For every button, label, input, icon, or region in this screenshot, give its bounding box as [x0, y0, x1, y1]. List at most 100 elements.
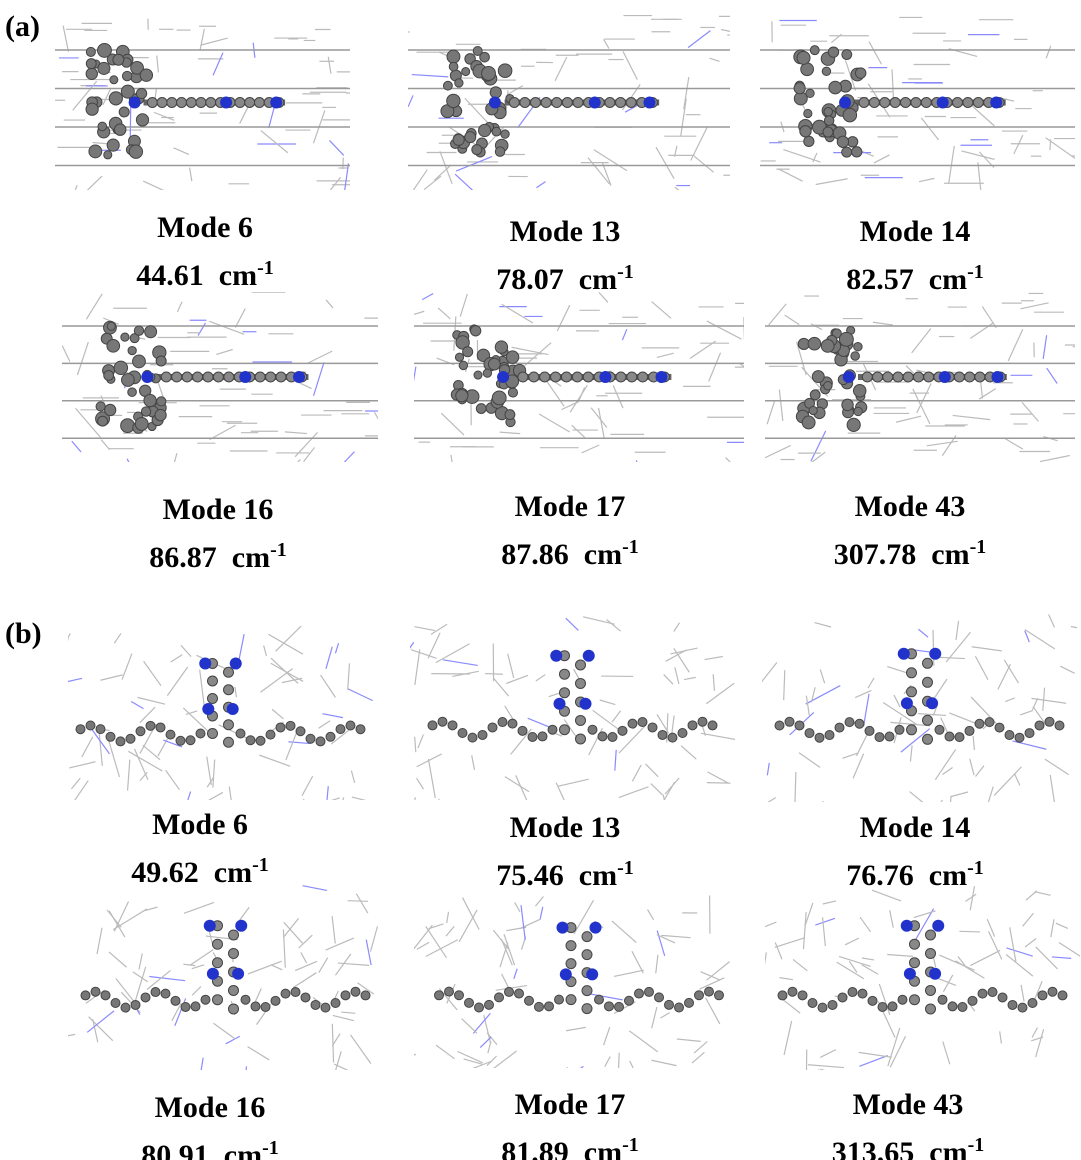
- mode-label: Mode 14: [765, 212, 1065, 252]
- atom: [136, 114, 148, 126]
- atom: [525, 996, 534, 1005]
- lattice-bond: [332, 916, 335, 943]
- atom: [628, 719, 637, 728]
- atom: [529, 372, 539, 382]
- lattice-bond: [199, 1058, 204, 1070]
- lattice-bond: [100, 675, 122, 680]
- lattice-bond: [588, 158, 610, 185]
- lattice-bond: [566, 618, 579, 630]
- lattice-bond: [784, 670, 785, 700]
- lattice-bond: [651, 784, 663, 795]
- lattice-bond: [216, 349, 232, 354]
- atom: [254, 98, 264, 108]
- unit-exponent: -1: [257, 257, 274, 279]
- atom: [104, 151, 112, 159]
- atom: [121, 419, 135, 433]
- lattice-bond: [69, 185, 77, 190]
- lattice-bond: [652, 1007, 657, 1028]
- lattice-bond: [975, 766, 983, 777]
- lattice-bond: [684, 677, 696, 679]
- lattice-bond: [326, 300, 333, 308]
- atom: [618, 726, 627, 735]
- lattice-bond: [303, 799, 319, 800]
- unit-exponent: -1: [617, 261, 634, 283]
- atom: [119, 107, 129, 117]
- atom: [851, 352, 860, 361]
- lattice-bond: [1020, 303, 1048, 309]
- atom: [551, 372, 561, 382]
- atom: [561, 372, 571, 382]
- atom-n: [929, 968, 941, 980]
- atom: [98, 62, 110, 74]
- lattice-bond: [352, 797, 373, 800]
- lattice-bond: [785, 315, 800, 325]
- atom: [224, 685, 234, 695]
- lattice-bond: [739, 363, 744, 379]
- lattice-bond: [459, 910, 477, 942]
- lattice-bond: [268, 634, 303, 654]
- lattice-bond: [555, 57, 567, 81]
- atom: [875, 733, 884, 742]
- lattice-bond: [428, 759, 435, 798]
- atom: [560, 669, 570, 679]
- mode-label: Mode 17: [420, 487, 720, 527]
- atom: [698, 717, 707, 726]
- frequency-value: 307.78: [834, 538, 917, 571]
- atom: [638, 718, 647, 727]
- atom: [828, 47, 838, 57]
- lattice-bond: [472, 755, 475, 770]
- atom: [685, 998, 694, 1007]
- lattice-bond: [505, 706, 514, 720]
- lattice-bond: [572, 425, 585, 437]
- mode-label: Mode 16: [60, 1088, 360, 1128]
- atom-n: [599, 371, 611, 383]
- lattice-bond: [1043, 335, 1046, 359]
- atom-n: [901, 920, 913, 932]
- atom: [926, 930, 936, 940]
- atom: [903, 372, 913, 382]
- atom-n: [232, 968, 244, 980]
- atom: [286, 721, 295, 730]
- lattice-bond: [415, 737, 416, 752]
- lattice-bond: [566, 1027, 586, 1030]
- lattice-bond: [219, 725, 251, 740]
- lattice-bond: [68, 678, 82, 682]
- lattice-bond: [987, 787, 993, 802]
- lattice-bond: [864, 694, 869, 726]
- atom: [505, 410, 515, 420]
- atom: [658, 730, 667, 739]
- atom: [859, 98, 869, 108]
- atom: [901, 98, 911, 108]
- panel-label: (a): [5, 10, 40, 44]
- lattice-bond: [1049, 614, 1055, 627]
- atom: [121, 333, 129, 341]
- molecule-image: [62, 292, 378, 462]
- atom: [835, 723, 844, 732]
- frequency-unit: cm: [224, 1139, 262, 1160]
- atom: [96, 725, 105, 734]
- lattice-bond: [149, 976, 185, 980]
- lattice-bond: [953, 415, 991, 419]
- lattice-bond: [540, 907, 543, 920]
- atom-n: [227, 703, 239, 715]
- lattice-bond: [970, 759, 974, 775]
- lattice-bond: [198, 323, 205, 336]
- atom: [455, 991, 464, 1000]
- atom: [122, 71, 131, 80]
- lattice-bond: [1052, 957, 1071, 958]
- atom: [229, 930, 239, 940]
- lattice-bond: [441, 413, 464, 435]
- atom-n: [656, 371, 668, 383]
- atom: [495, 147, 504, 156]
- atom: [588, 725, 597, 734]
- atom: [535, 1002, 544, 1011]
- atom: [839, 332, 853, 346]
- lattice-bond: [259, 755, 290, 766]
- atom: [869, 98, 879, 108]
- lattice-bond: [713, 674, 714, 691]
- lattice-bond: [462, 1019, 477, 1034]
- atom: [963, 98, 973, 108]
- lattice-bond: [555, 1066, 583, 1068]
- lattice-bond: [859, 1056, 887, 1067]
